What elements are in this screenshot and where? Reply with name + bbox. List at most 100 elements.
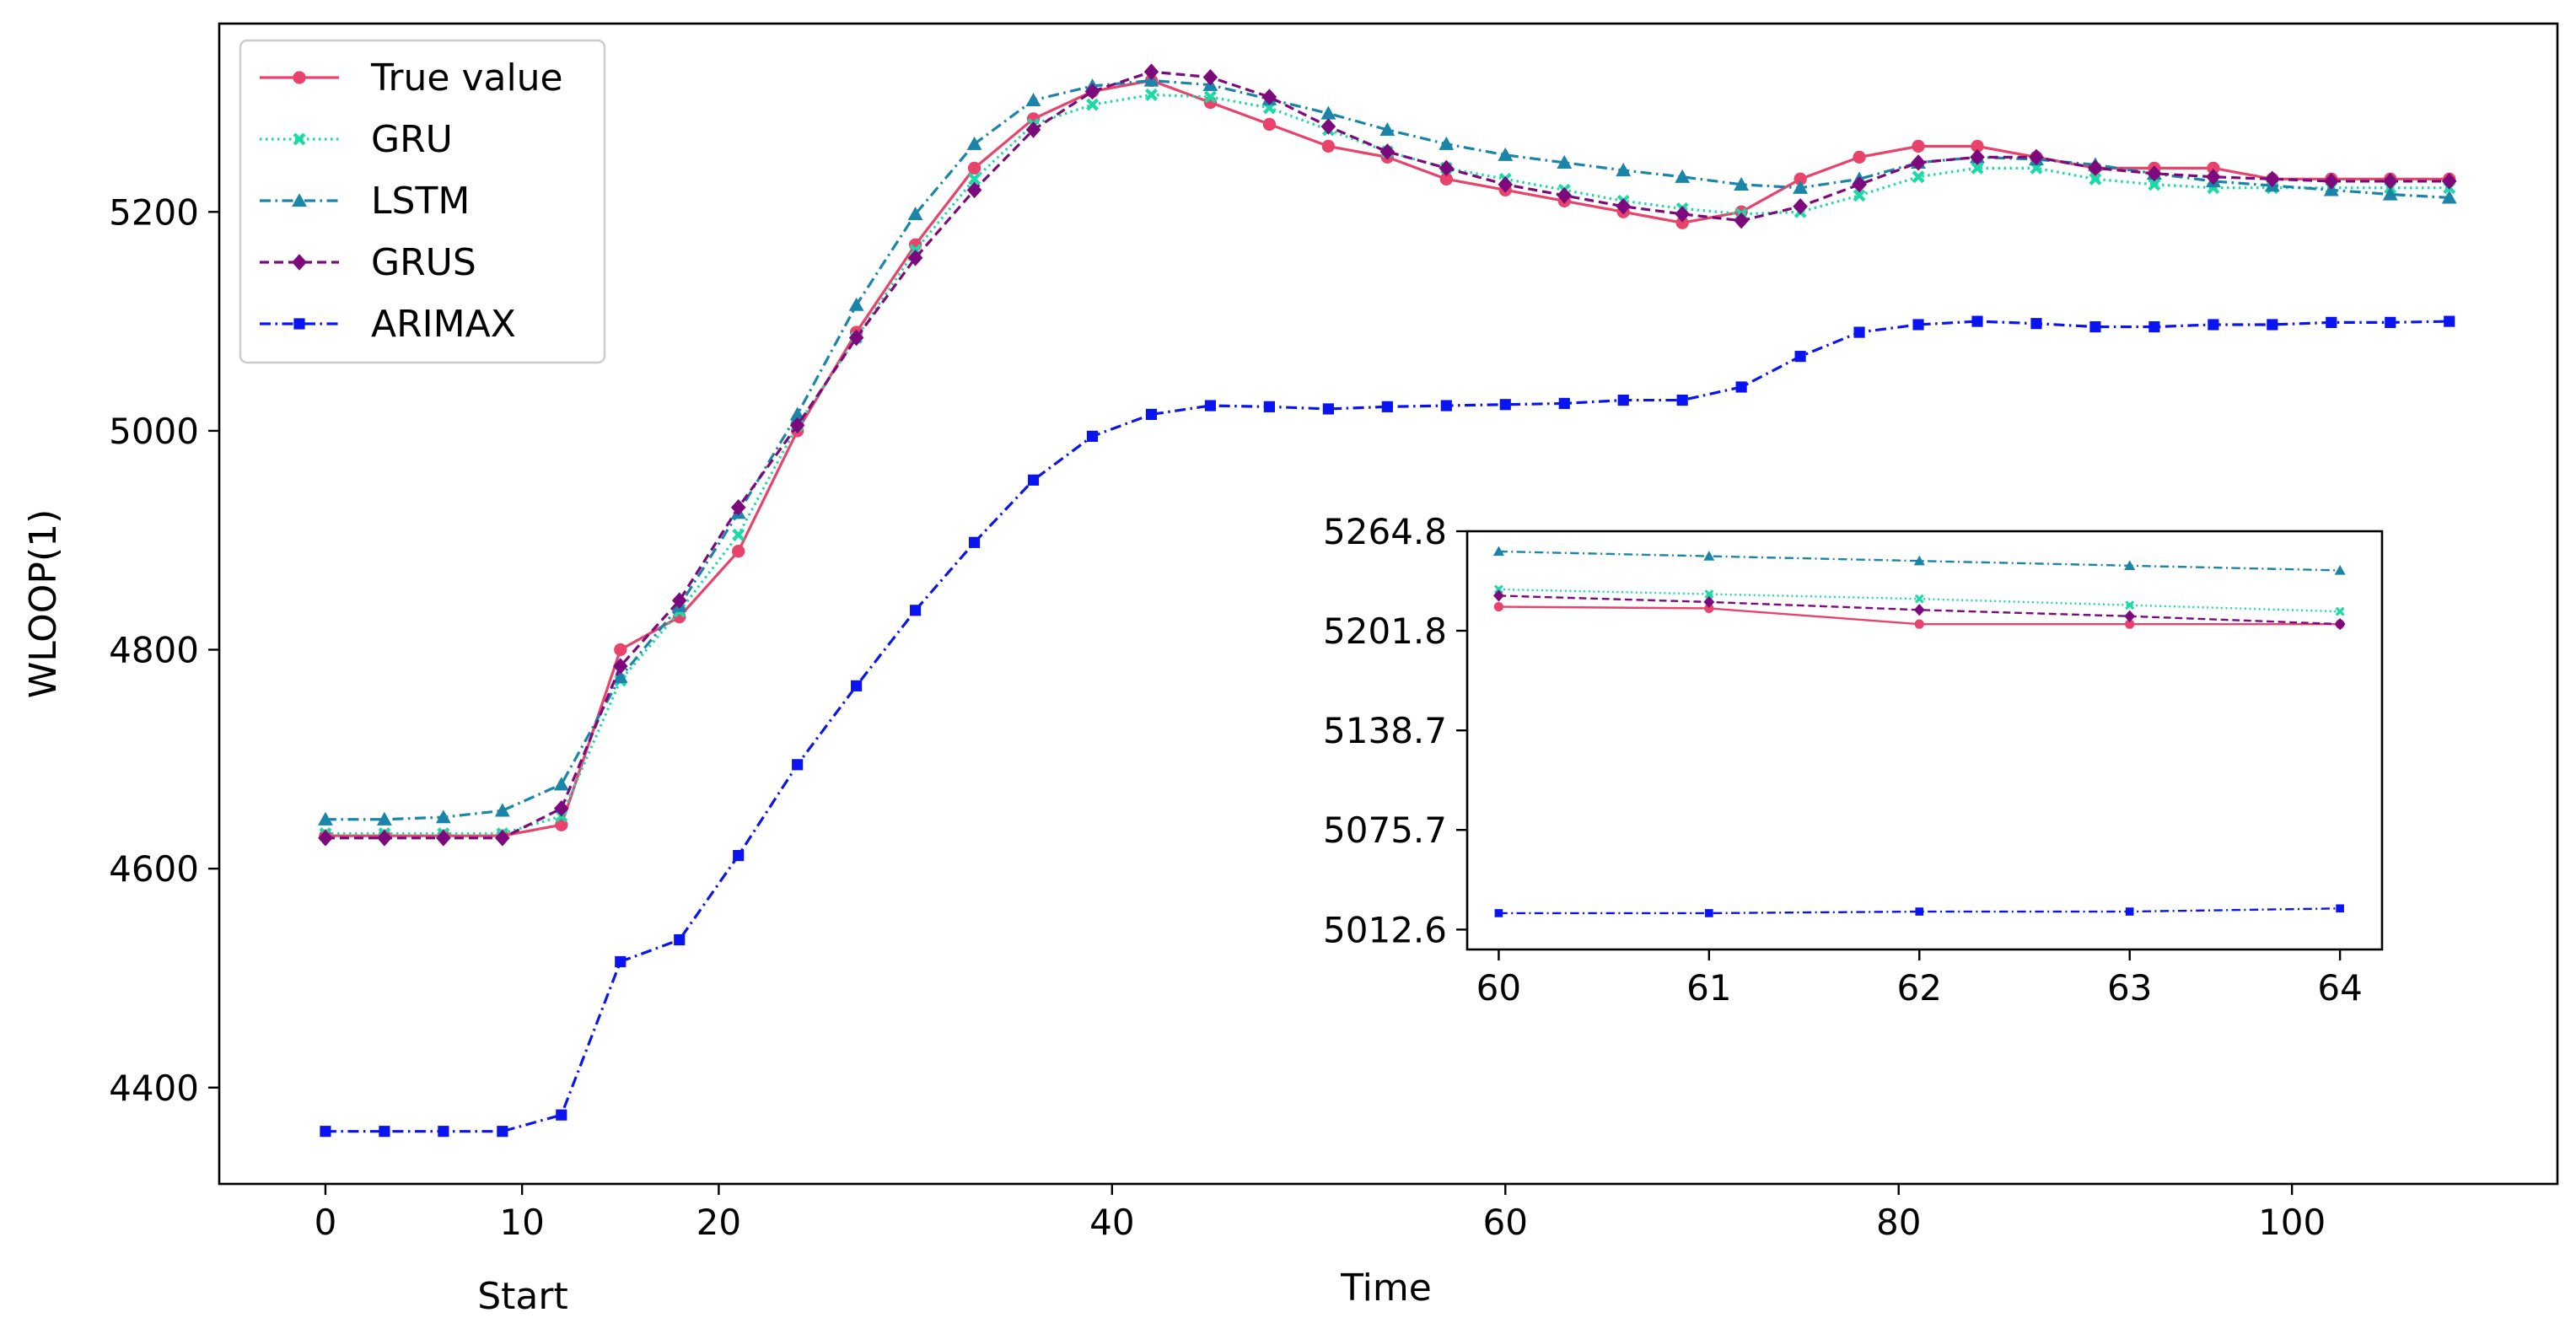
inset-point-grus [2334, 618, 2346, 631]
inset-point-arimax [1705, 909, 1713, 917]
main-point-arimax [2444, 315, 2455, 327]
legend-item-gru: GRU [260, 118, 453, 161]
main-point-grus [1379, 143, 1396, 160]
legend-label-grus: GRUS [371, 241, 476, 284]
main-point-arimax [1794, 351, 1806, 363]
inset-x-tick-label: 63 [2107, 967, 2152, 1009]
main-point-true-value [1439, 172, 1453, 186]
main-point-arimax [379, 1126, 390, 1138]
main-point-true-value [1971, 139, 1984, 153]
main-point-arimax [910, 605, 922, 616]
main-point-arimax [1971, 315, 1983, 327]
inset-y-axis: 5012.6 5075.7 5138.7 5201.8 5264.8 [1323, 511, 1467, 950]
main-y-tick-label: 5200 [109, 191, 199, 233]
main-point-lstm [318, 811, 333, 826]
main-point-arimax [2267, 319, 2278, 331]
main-point-grus [1439, 159, 1455, 177]
legend-label-arimax: ARIMAX [371, 303, 516, 346]
inset-point-arimax [1915, 907, 1924, 916]
legend-item-arimax: ARIMAX [260, 303, 516, 346]
inset-point-lstm [1913, 555, 1925, 566]
inset-point-lstm [2334, 564, 2346, 575]
main-point-grus [2441, 173, 2457, 190]
main-point-grus [612, 658, 628, 675]
main-y-axis: 4400 4600 4800 5000 5200 [109, 191, 219, 1109]
main-point-arimax [1440, 400, 1452, 411]
main-point-arimax [615, 955, 627, 968]
main-point-lstm [1734, 176, 1750, 191]
main-point-grus [2088, 159, 2103, 177]
main-x-tick-label: 100 [2258, 1202, 2326, 1243]
main-point-arimax [2385, 316, 2396, 328]
main-point-true-value [967, 161, 981, 175]
inset-line-grus [1498, 594, 2341, 626]
main-x-tick-label: 20 [696, 1202, 741, 1243]
inset-point-arimax [2125, 907, 2134, 916]
inset-point-arimax [2336, 904, 2344, 913]
main-point-grus [1734, 212, 1749, 229]
legend-frame [239, 39, 606, 364]
main-point-gru [2089, 172, 2102, 186]
main-point-grus [671, 592, 687, 609]
inset-y-tick-label: 5201.8 [1323, 611, 1447, 652]
legend-item-lstm: LSTM [260, 180, 470, 223]
inset-point-gru [2335, 606, 2345, 616]
inset-series-lstm [1492, 546, 2346, 575]
main-point-lstm [2382, 186, 2398, 201]
main-point-lstm [553, 777, 569, 791]
main-point-grus [1970, 148, 1985, 166]
main-plot-frame [218, 22, 2559, 1186]
main-point-true-value [614, 643, 627, 657]
main-point-lstm [1320, 105, 1336, 120]
main-point-arimax [968, 536, 981, 548]
inset-chart: 60 61 62 63 64 5012.6 5075.7 5138.7 5201.8 5264.… [1323, 511, 2384, 1009]
inset-point-lstm [1492, 546, 1504, 557]
main-point-arimax [2089, 320, 2101, 333]
main-point-arimax [851, 680, 863, 691]
main-point-grus [377, 830, 392, 847]
inset-point-true-value [1493, 601, 1503, 612]
main-point-lstm [1379, 121, 1396, 137]
main-point-gru [2148, 178, 2161, 191]
main-point-grus [2265, 170, 2280, 188]
main-point-lstm [907, 206, 923, 221]
legend-item-grus: GRUS [260, 241, 476, 284]
main-point-arimax [1204, 400, 1217, 411]
main-point-grus [1025, 121, 1041, 138]
main-x-tick-label: 80 [1876, 1202, 1921, 1243]
main-point-arimax [2208, 319, 2219, 331]
main-point-arimax [2030, 318, 2042, 330]
main-point-grus [966, 181, 982, 199]
main-point-grus [2029, 148, 2044, 166]
legend-item-true-value: True value [260, 56, 563, 100]
main-point-arimax [1912, 319, 1924, 331]
main-point-lstm [1675, 169, 1691, 183]
inset-background [1467, 531, 2382, 949]
start-label: Start [477, 1275, 568, 1318]
main-point-true-value [732, 545, 745, 558]
main-point-grus [436, 830, 451, 847]
main-series-grus [318, 63, 2457, 847]
inset-series-arimax [1494, 904, 2344, 917]
main-x-axis: 0 10 20 40 60 80 100 [315, 1184, 2326, 1243]
main-point-grus [2147, 165, 2162, 182]
inset-point-true-value [1914, 619, 1924, 629]
main-point-true-value [1675, 216, 1689, 229]
main-point-lstm [1439, 136, 1455, 150]
inset-point-lstm [2124, 560, 2136, 571]
legend-label-lstm: LSTM [371, 180, 470, 223]
main-point-arimax [733, 849, 745, 862]
main-point-true-value [1262, 117, 1277, 132]
inset-point-lstm [1703, 551, 1715, 561]
main-point-arimax [1558, 397, 1570, 410]
inset-point-grus [1492, 589, 1504, 602]
main-point-arimax [1853, 326, 1865, 338]
main-point-grus [1616, 198, 1631, 215]
main-point-arimax [438, 1126, 449, 1138]
main-point-grus [2323, 173, 2339, 190]
main-point-true-value [1853, 150, 1866, 164]
main-point-gru [732, 528, 745, 541]
main-point-gru [1145, 88, 1158, 101]
main-plot-series [318, 63, 2457, 1138]
legend-marker-grus [292, 254, 307, 271]
